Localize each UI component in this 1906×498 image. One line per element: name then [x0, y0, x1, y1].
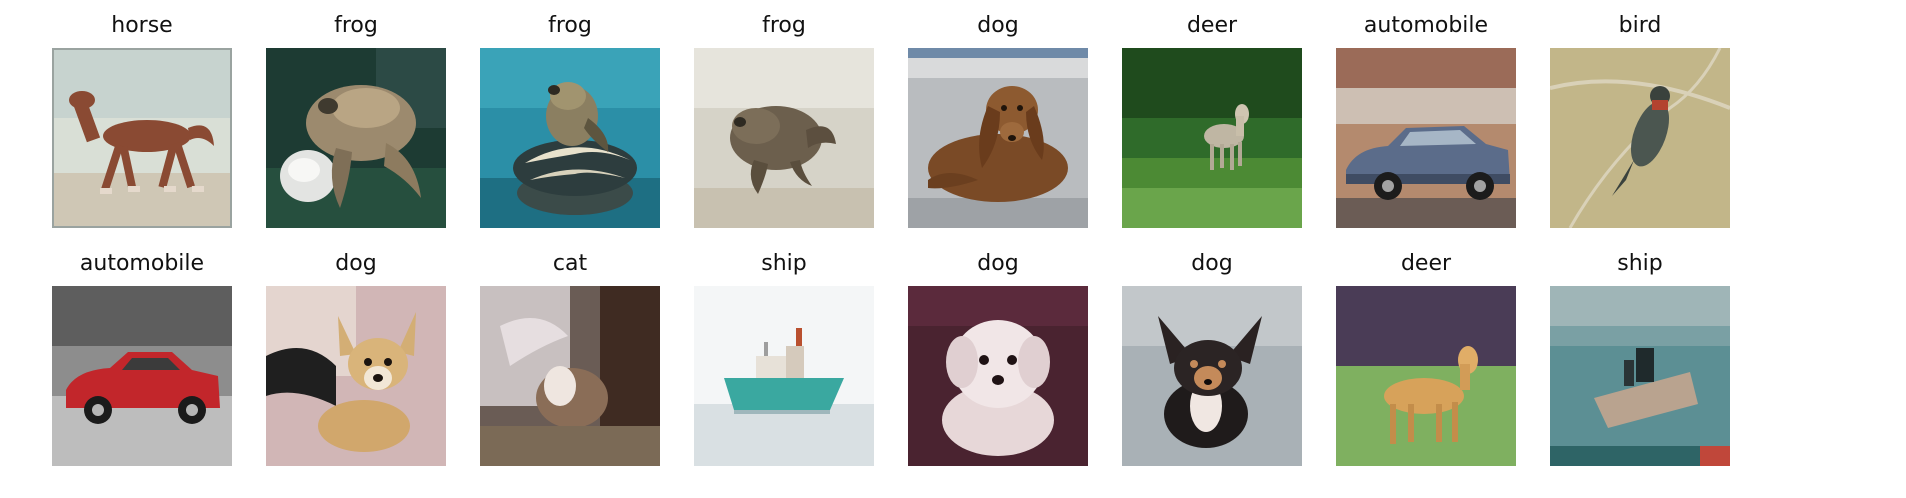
image-cell: dog: [266, 250, 446, 472]
image-cell: bird: [1550, 12, 1730, 234]
bird-image: [1550, 48, 1730, 228]
image-grid: horse frog: [52, 12, 1730, 472]
frog-image: [694, 48, 874, 228]
image-label: horse: [111, 13, 173, 38]
image-cell: frog: [480, 12, 660, 234]
image-cell: dog: [1122, 250, 1302, 472]
image-label: dog: [1191, 251, 1233, 276]
image-label: automobile: [79, 251, 205, 276]
deer-image: [1336, 286, 1516, 466]
automobile-image: [1336, 48, 1516, 228]
image-label: frog: [762, 13, 806, 38]
image-cell: deer: [1122, 12, 1302, 234]
ship-image: [694, 286, 874, 466]
frog-image: [480, 48, 660, 228]
image-cell: horse: [52, 12, 232, 234]
image-label: dog: [335, 251, 377, 276]
image-label: ship: [1617, 251, 1663, 276]
image-cell: ship: [1550, 250, 1730, 472]
image-label: frog: [548, 13, 592, 38]
image-cell: frog: [694, 12, 874, 234]
image-cell: cat: [480, 250, 660, 472]
cat-image: [480, 286, 660, 466]
image-label: dog: [977, 251, 1019, 276]
image-cell: ship: [694, 250, 874, 472]
image-cell: frog: [266, 12, 446, 234]
image-label: frog: [334, 13, 378, 38]
image-cell: dog: [908, 12, 1088, 234]
dog-image: [266, 286, 446, 466]
dog-image: [1122, 286, 1302, 466]
dog-image: [908, 48, 1088, 228]
image-label: deer: [1400, 251, 1452, 276]
image-label: cat: [552, 251, 588, 276]
image-cell: automobile: [52, 250, 232, 472]
frog-image: [266, 48, 446, 228]
automobile-image: [52, 286, 232, 466]
image-cell: automobile: [1336, 12, 1516, 234]
image-label: dog: [977, 13, 1019, 38]
horse-image: [52, 48, 232, 228]
image-label: bird: [1618, 13, 1662, 38]
image-label: deer: [1186, 13, 1238, 38]
ship-image: [1550, 286, 1730, 466]
image-label: automobile: [1363, 13, 1489, 38]
image-label: ship: [761, 251, 807, 276]
dog-image: [908, 286, 1088, 466]
image-cell: deer: [1336, 250, 1516, 472]
deer-image: [1122, 48, 1302, 228]
image-cell: dog: [908, 250, 1088, 472]
